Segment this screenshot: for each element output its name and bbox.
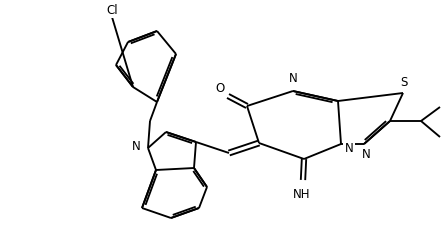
Text: NH: NH [293, 187, 311, 201]
Text: O: O [215, 81, 224, 94]
Text: N: N [345, 142, 353, 155]
Text: Cl: Cl [106, 4, 118, 17]
Text: S: S [401, 76, 408, 88]
Text: N: N [362, 148, 370, 161]
Text: N: N [289, 72, 297, 85]
Text: N: N [132, 140, 140, 153]
